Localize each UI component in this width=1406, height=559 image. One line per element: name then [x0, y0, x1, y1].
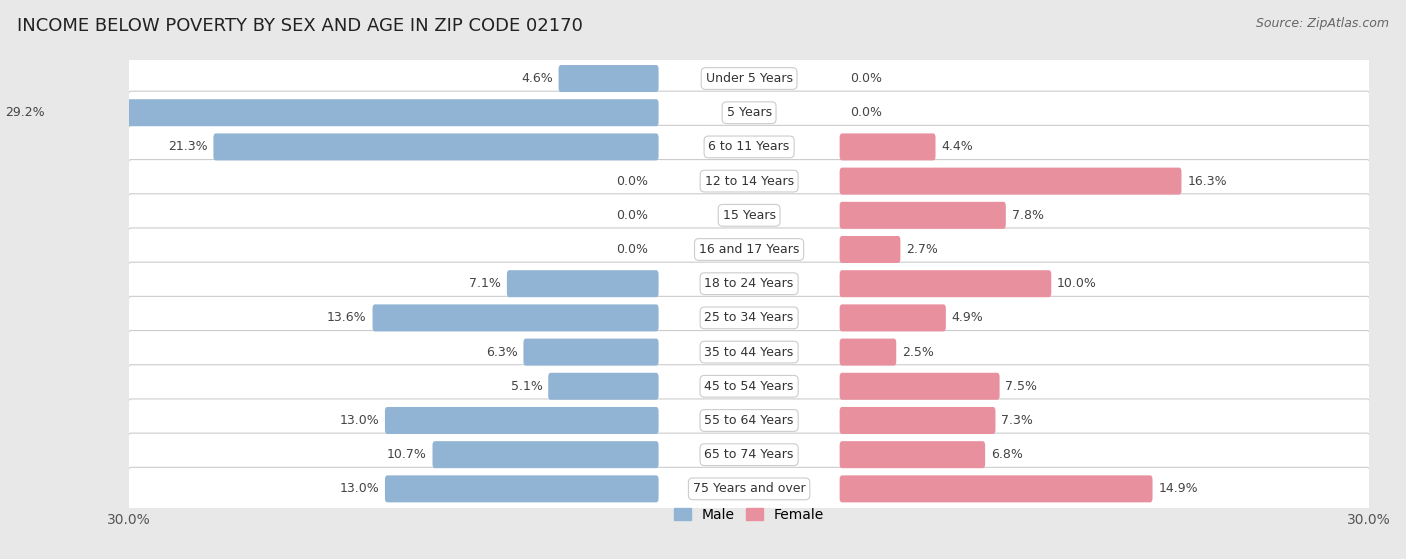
FancyBboxPatch shape: [128, 399, 1371, 442]
Text: 55 to 64 Years: 55 to 64 Years: [704, 414, 794, 427]
FancyBboxPatch shape: [839, 373, 1000, 400]
FancyBboxPatch shape: [558, 65, 658, 92]
Text: 25 to 34 Years: 25 to 34 Years: [704, 311, 794, 324]
Text: 6.8%: 6.8%: [991, 448, 1022, 461]
FancyBboxPatch shape: [128, 228, 1371, 271]
Text: 16.3%: 16.3%: [1187, 174, 1227, 188]
FancyBboxPatch shape: [128, 125, 1371, 168]
FancyBboxPatch shape: [128, 467, 1371, 510]
FancyBboxPatch shape: [128, 57, 1371, 100]
Text: 6 to 11 Years: 6 to 11 Years: [709, 140, 790, 153]
Text: 0.0%: 0.0%: [851, 72, 883, 85]
FancyBboxPatch shape: [51, 99, 658, 126]
FancyBboxPatch shape: [128, 91, 1371, 134]
Legend: Male, Female: Male, Female: [669, 503, 830, 528]
Text: 4.6%: 4.6%: [522, 72, 553, 85]
Text: 75 Years and over: 75 Years and over: [693, 482, 806, 495]
Text: 16 and 17 Years: 16 and 17 Years: [699, 243, 799, 256]
FancyBboxPatch shape: [839, 305, 946, 331]
Text: 5.1%: 5.1%: [510, 380, 543, 393]
FancyBboxPatch shape: [548, 373, 658, 400]
FancyBboxPatch shape: [128, 330, 1371, 373]
FancyBboxPatch shape: [523, 339, 658, 366]
FancyBboxPatch shape: [128, 296, 1371, 339]
Text: 35 to 44 Years: 35 to 44 Years: [704, 345, 794, 358]
FancyBboxPatch shape: [128, 262, 1371, 305]
FancyBboxPatch shape: [839, 236, 900, 263]
Text: 18 to 24 Years: 18 to 24 Years: [704, 277, 794, 290]
Text: Under 5 Years: Under 5 Years: [706, 72, 793, 85]
FancyBboxPatch shape: [839, 168, 1181, 195]
FancyBboxPatch shape: [128, 194, 1371, 237]
Text: 45 to 54 Years: 45 to 54 Years: [704, 380, 794, 393]
Text: 29.2%: 29.2%: [4, 106, 45, 119]
Text: 7.5%: 7.5%: [1005, 380, 1038, 393]
FancyBboxPatch shape: [373, 305, 658, 331]
FancyBboxPatch shape: [128, 364, 1371, 408]
Text: 65 to 74 Years: 65 to 74 Years: [704, 448, 794, 461]
Text: 15 Years: 15 Years: [723, 209, 776, 222]
Text: 6.3%: 6.3%: [486, 345, 517, 358]
Text: Source: ZipAtlas.com: Source: ZipAtlas.com: [1256, 17, 1389, 30]
FancyBboxPatch shape: [839, 202, 1005, 229]
Text: 13.0%: 13.0%: [339, 482, 380, 495]
Text: 12 to 14 Years: 12 to 14 Years: [704, 174, 793, 188]
Text: INCOME BELOW POVERTY BY SEX AND AGE IN ZIP CODE 02170: INCOME BELOW POVERTY BY SEX AND AGE IN Z…: [17, 17, 582, 35]
FancyBboxPatch shape: [128, 159, 1371, 203]
Text: 2.7%: 2.7%: [907, 243, 938, 256]
Text: 7.1%: 7.1%: [470, 277, 501, 290]
Text: 10.0%: 10.0%: [1057, 277, 1097, 290]
FancyBboxPatch shape: [214, 134, 658, 160]
Text: 14.9%: 14.9%: [1159, 482, 1198, 495]
Text: 4.9%: 4.9%: [952, 311, 983, 324]
Text: 0.0%: 0.0%: [616, 243, 648, 256]
FancyBboxPatch shape: [385, 475, 658, 503]
Text: 13.0%: 13.0%: [339, 414, 380, 427]
Text: 7.3%: 7.3%: [1001, 414, 1033, 427]
FancyBboxPatch shape: [385, 407, 658, 434]
Text: 0.0%: 0.0%: [851, 106, 883, 119]
FancyBboxPatch shape: [839, 407, 995, 434]
FancyBboxPatch shape: [839, 475, 1153, 503]
FancyBboxPatch shape: [839, 441, 986, 468]
FancyBboxPatch shape: [508, 270, 658, 297]
Text: 0.0%: 0.0%: [616, 174, 648, 188]
Text: 0.0%: 0.0%: [616, 209, 648, 222]
FancyBboxPatch shape: [839, 339, 896, 366]
FancyBboxPatch shape: [433, 441, 658, 468]
Text: 13.6%: 13.6%: [328, 311, 367, 324]
Text: 2.5%: 2.5%: [903, 345, 934, 358]
Text: 7.8%: 7.8%: [1011, 209, 1043, 222]
FancyBboxPatch shape: [839, 134, 935, 160]
Text: 5 Years: 5 Years: [727, 106, 772, 119]
Text: 10.7%: 10.7%: [387, 448, 426, 461]
Text: 4.4%: 4.4%: [941, 140, 973, 153]
FancyBboxPatch shape: [128, 433, 1371, 476]
Text: 21.3%: 21.3%: [167, 140, 208, 153]
FancyBboxPatch shape: [839, 270, 1052, 297]
